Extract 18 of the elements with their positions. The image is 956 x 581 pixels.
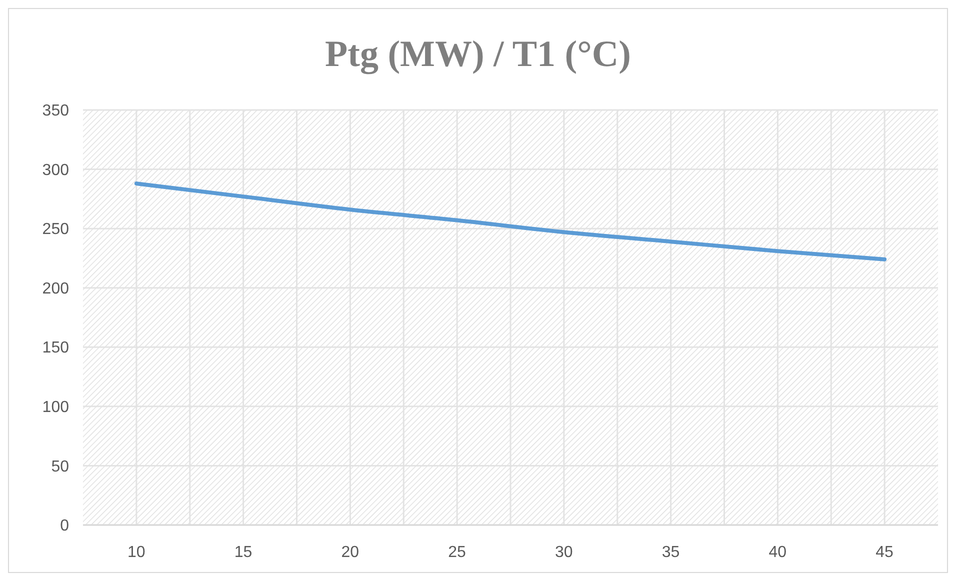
y-tick-label: 50	[51, 458, 70, 476]
y-tick-label: 200	[42, 280, 70, 298]
x-tick-label: 30	[555, 544, 573, 561]
chart-title: Ptg (MW) / T1 (°C)	[325, 34, 631, 75]
x-tick-label: 15	[234, 544, 252, 561]
y-tick-label: 250	[42, 221, 70, 238]
line-series	[134, 182, 887, 262]
y-tick-label: 300	[42, 162, 70, 179]
x-tick-label: 40	[768, 544, 787, 561]
x-tick-label: 45	[876, 544, 894, 561]
y-tick-label: 150	[42, 340, 70, 357]
y-tick-label: 100	[42, 399, 70, 416]
y-tick-label: 350	[42, 102, 70, 120]
x-tick-label: 20	[341, 544, 360, 561]
x-tick-label: 10	[128, 544, 146, 561]
x-tick-label: 35	[662, 544, 680, 561]
x-tick-label: 25	[448, 544, 466, 561]
y-tick-label: 0	[60, 518, 70, 535]
